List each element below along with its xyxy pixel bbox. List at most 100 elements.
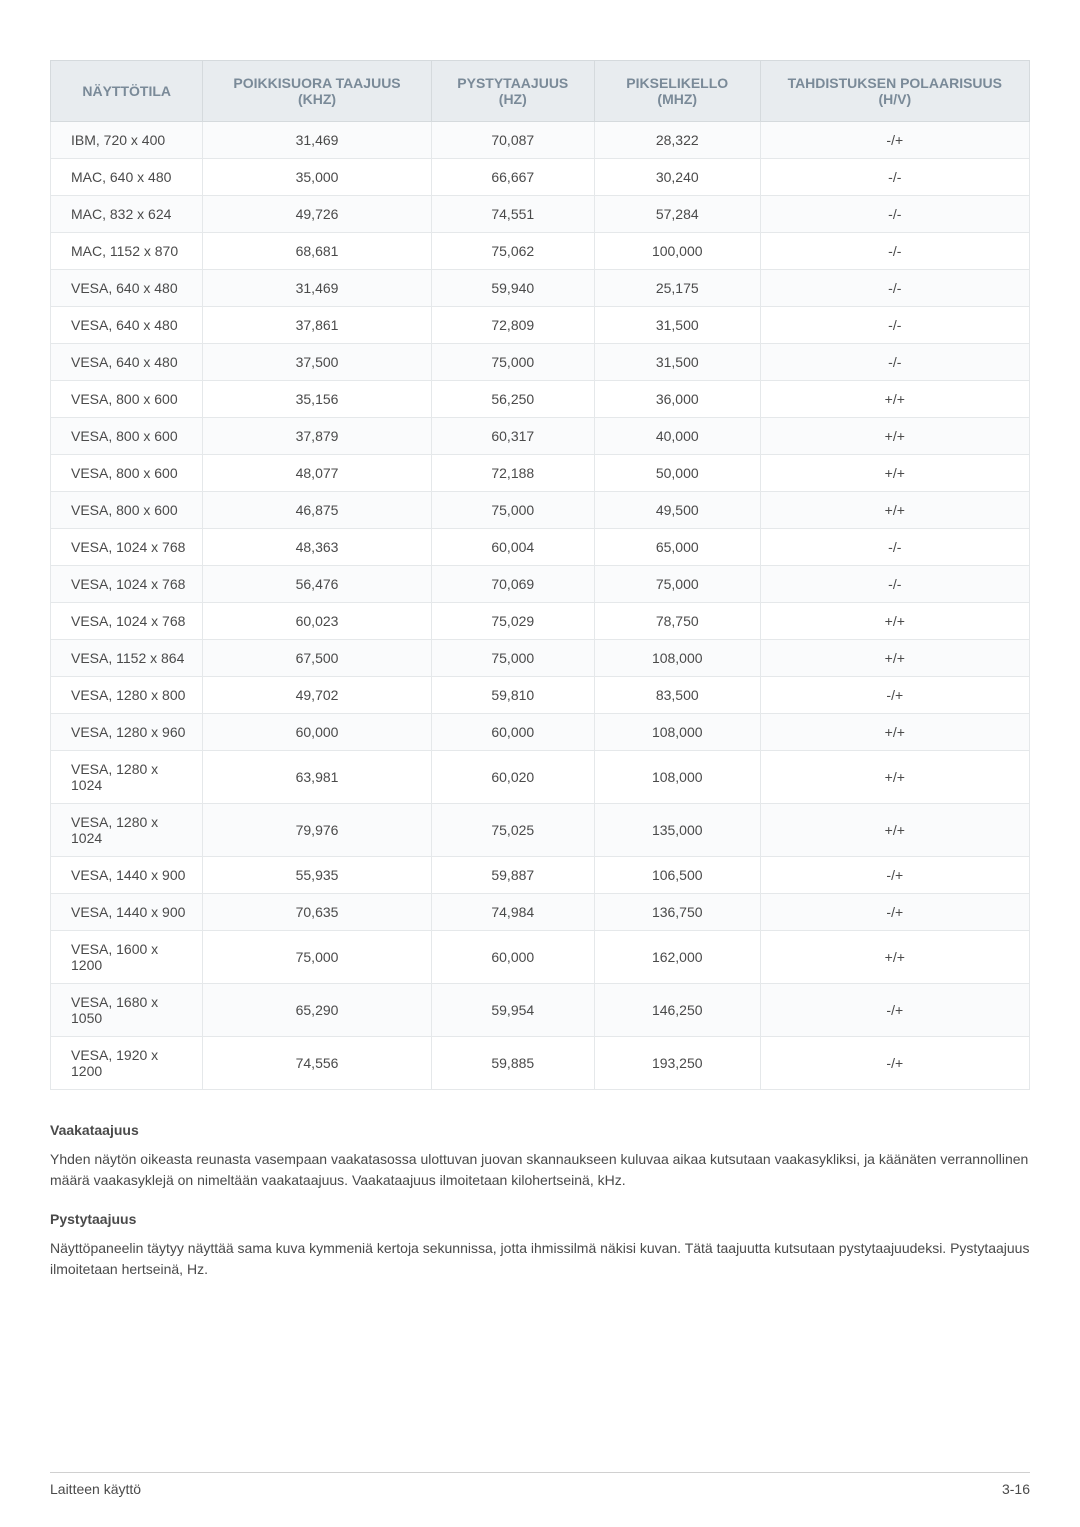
table-row: MAC, 640 x 48035,00066,66730,240-/- [51,159,1030,196]
table-row: VESA, 1440 x 90055,93559,887106,500-/+ [51,857,1030,894]
table-cell: VESA, 1440 x 900 [51,894,203,931]
table-cell: 35,156 [203,381,431,418]
table-body: IBM, 720 x 40031,46970,08728,322-/+MAC, … [51,122,1030,1090]
table-cell: -/- [760,196,1029,233]
table-cell: 70,087 [431,122,594,159]
table-row: MAC, 832 x 62449,72674,55157,284-/- [51,196,1030,233]
table-cell: 49,702 [203,677,431,714]
table-row: VESA, 1024 x 76848,36360,00465,000-/- [51,529,1030,566]
table-cell: -/+ [760,677,1029,714]
table-cell: 60,000 [203,714,431,751]
table-cell: VESA, 800 x 600 [51,455,203,492]
table-cell: 59,887 [431,857,594,894]
table-cell: 79,976 [203,804,431,857]
table-cell: +/+ [760,751,1029,804]
table-cell: VESA, 1024 x 768 [51,529,203,566]
table-cell: 56,250 [431,381,594,418]
table-row: VESA, 800 x 60035,15656,25036,000+/+ [51,381,1030,418]
table-cell: 60,317 [431,418,594,455]
table-cell: 75,029 [431,603,594,640]
table-cell: 75,000 [431,492,594,529]
table-cell: VESA, 1280 x 800 [51,677,203,714]
table-row: VESA, 1600 x 120075,00060,000162,000+/+ [51,931,1030,984]
col-header-vfreq: PYSTYTAAJUUS (HZ) [431,61,594,122]
table-cell: 70,635 [203,894,431,931]
table-row: VESA, 1920 x 120074,55659,885193,250-/+ [51,1037,1030,1090]
table-cell: VESA, 1280 x 960 [51,714,203,751]
table-cell: 75,025 [431,804,594,857]
table-row: VESA, 640 x 48031,46959,94025,175-/- [51,270,1030,307]
table-cell: 31,500 [594,344,760,381]
table-cell: VESA, 1680 x 1050 [51,984,203,1037]
section-heading-1: Vaakataajuus [50,1120,1030,1141]
table-cell: 108,000 [594,640,760,677]
table-row: MAC, 1152 x 87068,68175,062100,000-/- [51,233,1030,270]
table-cell: VESA, 640 x 480 [51,344,203,381]
table-cell: 63,981 [203,751,431,804]
table-cell: 108,000 [594,751,760,804]
table-cell: MAC, 640 x 480 [51,159,203,196]
table-cell: 100,000 [594,233,760,270]
table-cell: -/- [760,566,1029,603]
table-cell: 59,885 [431,1037,594,1090]
table-row: VESA, 800 x 60046,87575,00049,500+/+ [51,492,1030,529]
table-row: VESA, 1024 x 76860,02375,02978,750+/+ [51,603,1030,640]
table-cell: 60,020 [431,751,594,804]
table-cell: 37,879 [203,418,431,455]
table-cell: 74,551 [431,196,594,233]
table-cell: 75,062 [431,233,594,270]
table-cell: 78,750 [594,603,760,640]
table-cell: 136,750 [594,894,760,931]
table-cell: VESA, 640 x 480 [51,307,203,344]
table-cell: 59,810 [431,677,594,714]
table-cell: VESA, 1600 x 1200 [51,931,203,984]
table-row: VESA, 1680 x 105065,29059,954146,250-/+ [51,984,1030,1037]
table-cell: +/+ [760,640,1029,677]
table-cell: 60,023 [203,603,431,640]
table-cell: 72,809 [431,307,594,344]
table-cell: VESA, 1024 x 768 [51,566,203,603]
table-cell: 146,250 [594,984,760,1037]
col-header-pixelclock: PIKSELIKELLO (MHZ) [594,61,760,122]
table-cell: VESA, 1152 x 864 [51,640,203,677]
table-cell: 68,681 [203,233,431,270]
table-cell: 37,861 [203,307,431,344]
table-row: VESA, 1280 x 102479,97675,025135,000+/+ [51,804,1030,857]
table-cell: 50,000 [594,455,760,492]
table-cell: +/+ [760,492,1029,529]
table-cell: 46,875 [203,492,431,529]
table-cell: 60,000 [431,931,594,984]
table-cell: +/+ [760,804,1029,857]
table-cell: VESA, 1440 x 900 [51,857,203,894]
table-cell: VESA, 800 x 600 [51,492,203,529]
table-cell: 60,000 [431,714,594,751]
section-body-1: Yhden näytön oikeasta reunasta vasempaan… [50,1149,1030,1191]
table-cell: 135,000 [594,804,760,857]
header-row: NÄYTTÖTILA POIKKISUORA TAAJUUS (KHZ) PYS… [51,61,1030,122]
table-cell: -/+ [760,122,1029,159]
table-row: VESA, 800 x 60037,87960,31740,000+/+ [51,418,1030,455]
table-cell: 75,000 [431,640,594,677]
table-cell: 28,322 [594,122,760,159]
table-cell: -/- [760,307,1029,344]
table-cell: +/+ [760,455,1029,492]
table-row: VESA, 1152 x 86467,50075,000108,000+/+ [51,640,1030,677]
table-cell: 59,954 [431,984,594,1037]
table-cell: MAC, 1152 x 870 [51,233,203,270]
table-cell: 162,000 [594,931,760,984]
table-cell: 66,667 [431,159,594,196]
table-cell: 67,500 [203,640,431,677]
table-cell: 193,250 [594,1037,760,1090]
table-cell: 75,000 [203,931,431,984]
table-cell: VESA, 1280 x 1024 [51,751,203,804]
table-cell: 65,290 [203,984,431,1037]
table-cell: 74,556 [203,1037,431,1090]
table-row: VESA, 800 x 60048,07772,18850,000+/+ [51,455,1030,492]
table-cell: 36,000 [594,381,760,418]
table-row: IBM, 720 x 40031,46970,08728,322-/+ [51,122,1030,159]
table-cell: 37,500 [203,344,431,381]
table-cell: 48,363 [203,529,431,566]
table-cell: +/+ [760,381,1029,418]
table-cell: +/+ [760,418,1029,455]
table-cell: VESA, 800 x 600 [51,381,203,418]
